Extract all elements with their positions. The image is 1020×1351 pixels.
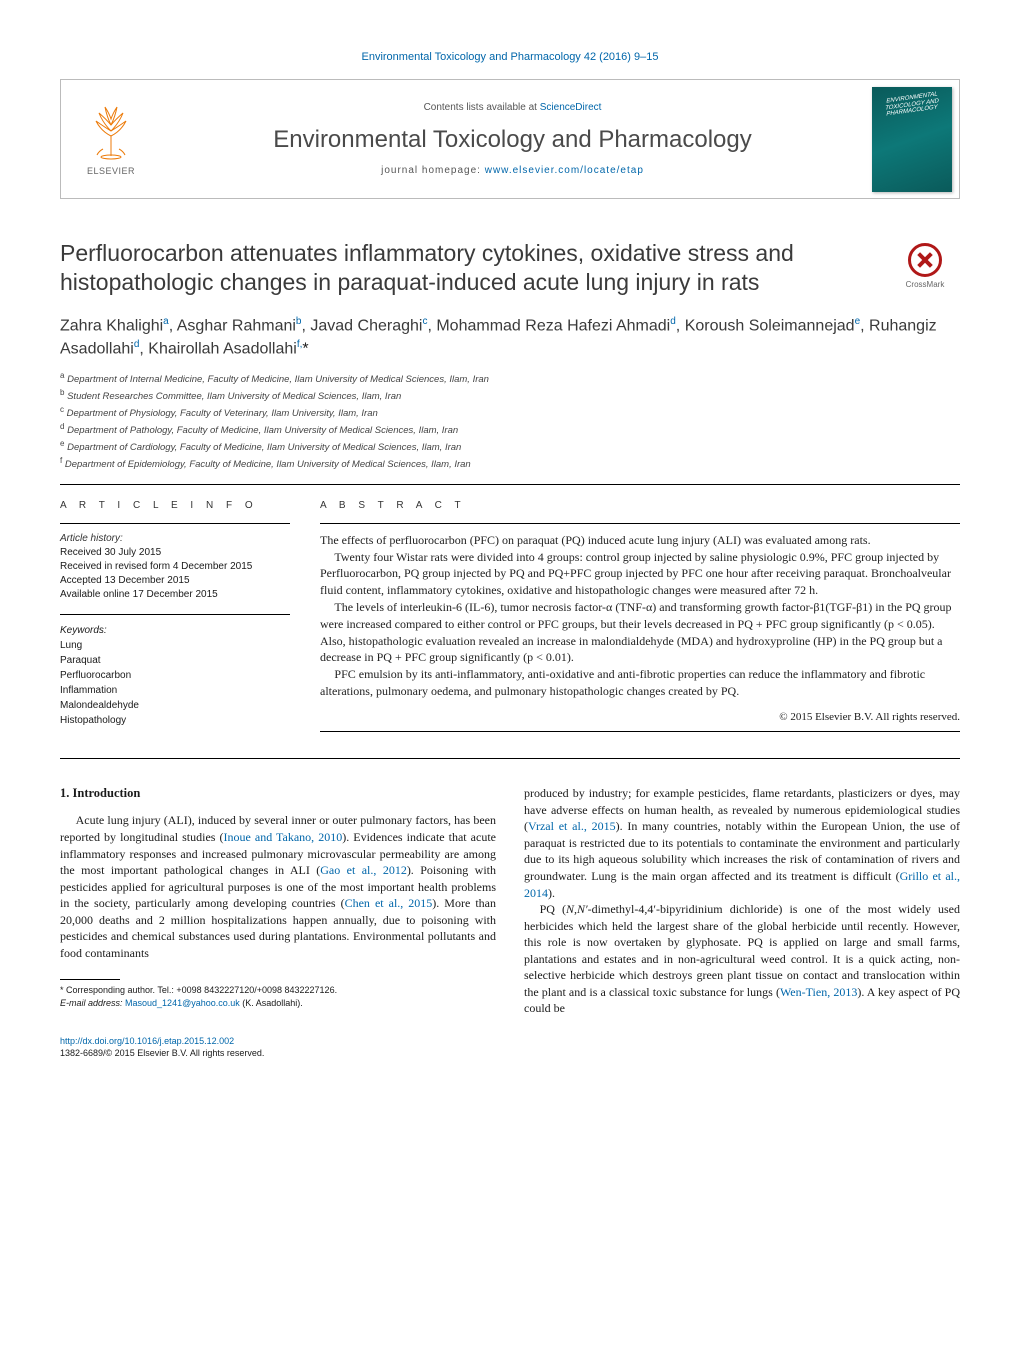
body-two-column: 1. Introduction Acute lung injury (ALI),… <box>60 785 960 1017</box>
sciencedirect-link[interactable]: ScienceDirect <box>540 102 602 113</box>
history-line: Received in revised form 4 December 2015 <box>60 560 290 574</box>
keywords-label: Keywords: <box>60 623 290 638</box>
article-info-column: a r t i c l e i n f o Article history: R… <box>60 499 290 740</box>
abstract-column: a b s t r a c t The effects of perfluoro… <box>320 499 960 740</box>
article-history-label: Article history: <box>60 532 290 546</box>
keyword: Malondealdehyde <box>60 698 290 713</box>
elsevier-tree-icon <box>81 101 141 161</box>
journal-cover-thumbnail: ENVIRONMENTAL TOXICOLOGY AND PHARMACOLOG… <box>872 87 952 192</box>
crossmark-icon <box>908 243 942 277</box>
abstract-header: a b s t r a c t <box>320 499 960 513</box>
authors-line: Zahra Khalighia, Asghar Rahmanib, Javad … <box>60 315 960 360</box>
keyword: Lung <box>60 638 290 653</box>
history-line: Available online 17 December 2015 <box>60 588 290 602</box>
affiliations-block: a Department of Internal Medicine, Facul… <box>60 370 960 472</box>
body-paragraph: PQ (N,N′-dimethyl-4,4′-bipyridinium dich… <box>524 901 960 1017</box>
corr-author-line: * Corresponding author. Tel.: +0098 8432… <box>60 984 496 996</box>
doi-link[interactable]: http://dx.doi.org/10.1016/j.etap.2015.12… <box>60 1036 234 1046</box>
journal-citation-header: Environmental Toxicology and Pharmacolog… <box>60 50 960 65</box>
journal-masthead: ELSEVIER Contents lists available at Sci… <box>60 79 960 199</box>
page-footer: http://dx.doi.org/10.1016/j.etap.2015.12… <box>60 1035 960 1059</box>
contents-prefix: Contents lists available at <box>424 102 540 113</box>
keyword: Histopathology <box>60 713 290 728</box>
journal-cover-block: ENVIRONMENTAL TOXICOLOGY AND PHARMACOLOG… <box>864 80 959 198</box>
cover-title-text: ENVIRONMENTAL TOXICOLOGY AND PHARMACOLOG… <box>872 89 952 120</box>
article-info-header: a r t i c l e i n f o <box>60 499 290 513</box>
horizontal-rule <box>60 523 290 524</box>
abstract-paragraph: The effects of perfluorocarbon (PFC) on … <box>320 532 960 549</box>
issn-copyright-line: 1382-6689/© 2015 Elsevier B.V. All right… <box>60 1048 264 1058</box>
crossmark-label: CrossMark <box>906 279 945 290</box>
footnote-rule <box>60 979 120 980</box>
corr-email-line: E-mail address: Masoud_1241@yahoo.co.uk … <box>60 997 496 1009</box>
crossmark-badge[interactable]: CrossMark <box>890 239 960 290</box>
body-paragraph: Acute lung injury (ALI), induced by seve… <box>60 812 496 961</box>
journal-name: Environmental Toxicology and Pharmacolog… <box>273 123 752 157</box>
homepage-prefix: journal homepage: <box>381 165 485 176</box>
horizontal-rule <box>60 758 960 759</box>
corr-email-link[interactable]: Masoud_1241@yahoo.co.uk <box>125 998 240 1008</box>
article-history-block: Article history: Received 30 July 2015Re… <box>60 532 290 602</box>
journal-homepage-link[interactable]: www.elsevier.com/locate/etap <box>485 165 644 176</box>
history-line: Accepted 13 December 2015 <box>60 574 290 588</box>
abstract-copyright: © 2015 Elsevier B.V. All rights reserved… <box>320 710 960 725</box>
horizontal-rule <box>320 523 960 524</box>
abstract-paragraph: Twenty four Wistar rats were divided int… <box>320 549 960 599</box>
article-title: Perfluorocarbon attenuates inflammatory … <box>60 239 870 297</box>
horizontal-rule <box>60 484 960 485</box>
keyword: Inflammation <box>60 683 290 698</box>
abstract-text: The effects of perfluorocarbon (PFC) on … <box>320 532 960 700</box>
publisher-logo-block: ELSEVIER <box>61 80 161 198</box>
contents-lists-line: Contents lists available at ScienceDirec… <box>424 101 602 115</box>
masthead-center: Contents lists available at ScienceDirec… <box>161 80 864 198</box>
journal-homepage-line: journal homepage: www.elsevier.com/locat… <box>381 164 644 178</box>
abstract-paragraph: The levels of interleukin-6 (IL-6), tumo… <box>320 599 960 666</box>
horizontal-rule <box>320 731 960 732</box>
keywords-block: Keywords: LungParaquatPerfluorocarbonInf… <box>60 623 290 728</box>
email-label: E-mail address: <box>60 998 125 1008</box>
corresponding-author-footnote: * Corresponding author. Tel.: +0098 8432… <box>60 984 496 1008</box>
publisher-name: ELSEVIER <box>87 165 135 178</box>
history-line: Received 30 July 2015 <box>60 546 290 560</box>
horizontal-rule <box>60 614 290 615</box>
keyword: Paraquat <box>60 653 290 668</box>
email-suffix: (K. Asadollahi). <box>240 998 303 1008</box>
abstract-paragraph: PFC emulsion by its anti-inflammatory, a… <box>320 666 960 700</box>
section-heading-introduction: 1. Introduction <box>60 785 496 802</box>
keyword: Perfluorocarbon <box>60 668 290 683</box>
body-paragraph: produced by industry; for example pestic… <box>524 785 960 901</box>
